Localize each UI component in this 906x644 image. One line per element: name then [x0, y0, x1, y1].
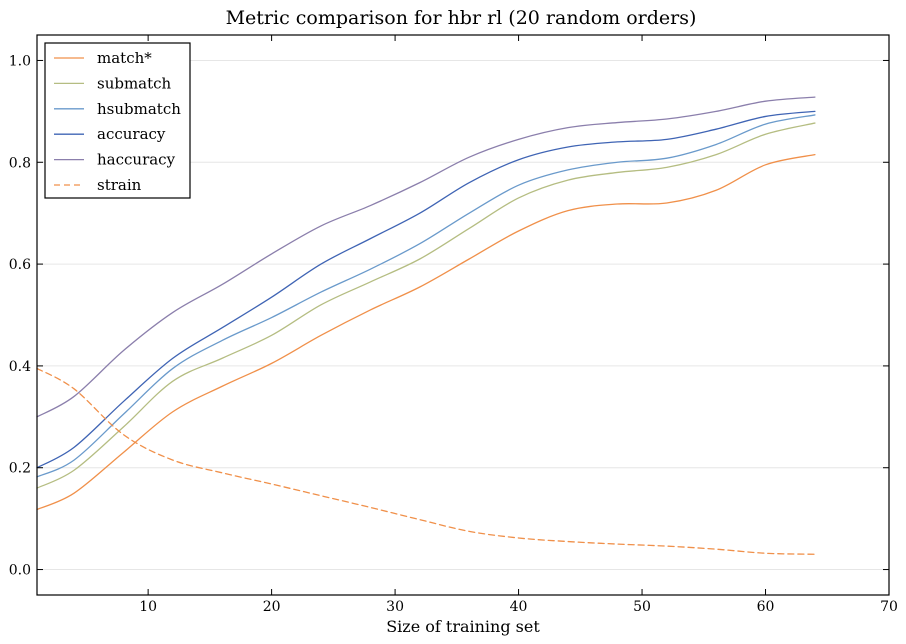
y-tick-label: 1.0: [9, 53, 31, 69]
legend-box: [44, 42, 191, 199]
x-axis-label: Size of training set: [386, 617, 540, 636]
x-tick-label: 40: [510, 599, 528, 615]
y-tick-label: 0.2: [9, 461, 31, 477]
y-axis-tick-labels: 0.0 0.2 0.4 0.6 0.8 1.0: [9, 53, 31, 578]
series-line-hsubmatch: [36, 114, 816, 478]
x-tick-label: 50: [633, 599, 651, 615]
legend-label: strain: [97, 176, 142, 194]
series-lines: [36, 96, 816, 555]
x-tick-label: 60: [757, 599, 775, 615]
legend-label: hsubmatch: [97, 100, 181, 118]
series-line-strain: [36, 367, 816, 555]
y-tick-label: 0.0: [9, 563, 31, 579]
chart-title: Metric comparison for hbr rl (20 random …: [226, 7, 697, 29]
legend: match* submatch hsubmatch accuracy haccuracy…: [44, 42, 191, 199]
y-tick-label: 0.6: [9, 257, 31, 273]
legend-label: haccuracy: [97, 151, 176, 169]
y-tick-label: 0.4: [9, 359, 31, 375]
legend-label: accuracy: [97, 125, 166, 143]
plot-area-frame: [36, 34, 890, 596]
legend-label: match*: [97, 49, 152, 67]
x-tick-label: 30: [386, 599, 404, 615]
series-line-accuracy: [36, 110, 816, 469]
series-line-match: [36, 153, 816, 511]
x-tick-label: 70: [880, 599, 898, 615]
series-line-submatch: [36, 122, 816, 489]
x-tick-label: 10: [139, 599, 157, 615]
x-axis-tick-labels: 10 20 30 40 50 60 70: [139, 599, 898, 615]
x-tick-label: 20: [263, 599, 281, 615]
legend-label: submatch: [97, 74, 172, 92]
series-line-haccuracy: [36, 96, 816, 418]
axis-ticks: [37, 35, 890, 595]
y-tick-label: 0.8: [9, 155, 31, 171]
